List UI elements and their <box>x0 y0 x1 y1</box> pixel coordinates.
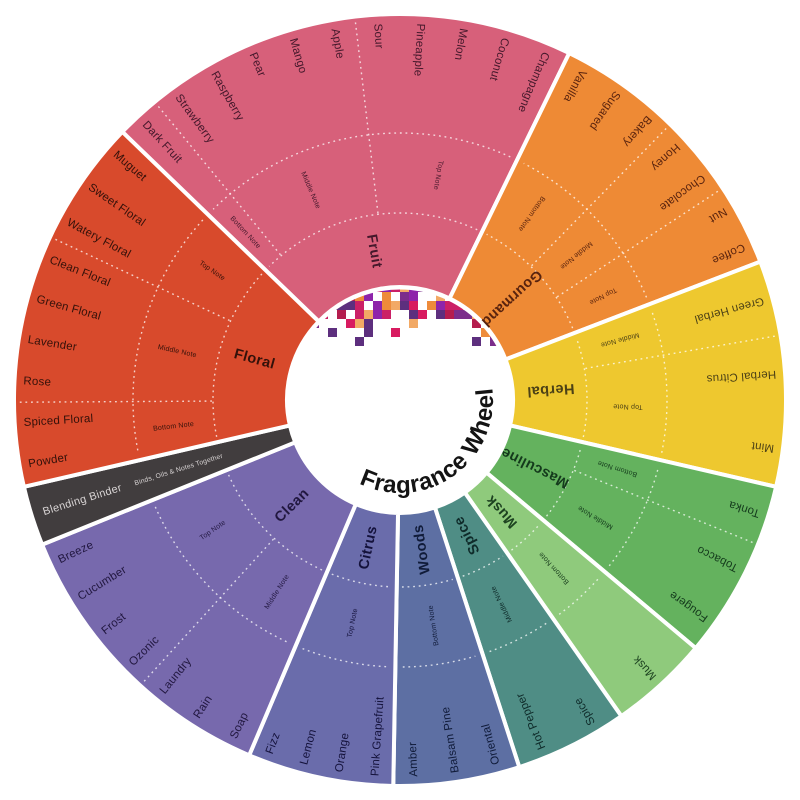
ring-divider <box>401 578 453 588</box>
category-label-herbal: Herbal <box>526 380 575 399</box>
mosaic-pixel <box>409 319 418 328</box>
note-group-divider <box>556 190 719 298</box>
mosaic-pixel <box>445 310 454 319</box>
ring-divider <box>523 162 648 298</box>
category-label-woods: Woods <box>411 523 434 575</box>
mosaic-pixel <box>355 301 364 310</box>
mosaic-pixel <box>355 310 364 319</box>
mosaic-pixel <box>337 310 346 319</box>
note-group-divider <box>19 400 213 403</box>
mosaic-pixel <box>400 289 409 292</box>
mosaic-pixel <box>391 328 400 337</box>
mosaic-pixel <box>454 310 463 319</box>
ring-divider <box>511 523 541 551</box>
note-group-divider <box>157 105 282 256</box>
mosaic-pixel <box>481 328 490 337</box>
mosaic-pixel <box>382 289 391 292</box>
center-circle <box>286 286 514 514</box>
mosaic-pixel <box>382 310 391 319</box>
item-amber: Amber <box>407 742 420 777</box>
note-group-divider <box>143 538 275 683</box>
ring-divider <box>302 647 388 668</box>
mosaic-pixel <box>463 310 472 319</box>
note-group-divider <box>574 469 754 544</box>
item-rose: Rose <box>23 375 51 388</box>
item-herbal-citrus: Herbal Citrus <box>706 368 776 385</box>
mosaic-pixel <box>346 319 355 328</box>
ring-divider <box>462 555 504 577</box>
mosaic-pixel <box>355 319 364 328</box>
note-group-divider <box>354 21 379 214</box>
mosaic-pixel <box>400 292 409 301</box>
mosaic-pixel <box>400 301 409 310</box>
note-label-bottom: Bottom Note <box>153 421 195 433</box>
mosaic-pixel <box>355 337 364 346</box>
mosaic-pixel <box>418 310 427 319</box>
mosaic-pixel <box>373 310 382 319</box>
mosaic-pixel <box>472 319 481 328</box>
note-group-divider <box>531 127 668 267</box>
item-mint: Mint <box>750 439 774 454</box>
mosaic-pixel <box>409 292 418 301</box>
ring-divider <box>575 337 588 438</box>
item-melon: Melon <box>452 27 469 61</box>
mosaic-pixel <box>409 289 418 292</box>
ring-divider <box>227 474 323 571</box>
ring-divider <box>154 506 290 644</box>
item-sour: Sour <box>371 23 384 49</box>
mosaic-pixel <box>382 301 391 310</box>
mosaic-pixel <box>364 310 373 319</box>
mosaic-pixel <box>427 301 436 310</box>
item-pineapple: Pineapple <box>411 23 426 77</box>
note-label-top: Top Note <box>613 402 643 410</box>
ring-divider <box>489 622 548 653</box>
ring-divider <box>546 446 582 517</box>
item-apple: Apple <box>329 28 346 60</box>
mosaic-pixel <box>391 289 400 292</box>
mosaic-pixel <box>328 328 337 337</box>
mosaic-pixel <box>436 301 445 310</box>
mosaic-pixel <box>445 301 454 310</box>
note-group-divider <box>54 238 230 322</box>
mosaic-pixel <box>472 337 481 346</box>
ring-divider <box>268 212 478 267</box>
mosaic-pixel <box>364 328 373 337</box>
mosaic-pixel <box>409 301 418 310</box>
mosaic-pixel <box>391 301 400 310</box>
mosaic-pixel <box>436 310 445 319</box>
mosaic-pixel <box>382 292 391 301</box>
mosaic-pixel <box>364 292 373 301</box>
ring-divider <box>212 132 511 210</box>
note-group-divider <box>585 335 776 370</box>
mosaic-pixel <box>346 301 355 310</box>
category-label-fruit: Fruit <box>363 233 385 269</box>
note-label-top: Top Note <box>432 160 444 190</box>
mosaic-pixel <box>409 310 418 319</box>
mosaic-pixel <box>373 301 382 310</box>
segment-fruit: Top NoteChampagneCoconutMelonPineappleSo… <box>120 12 572 324</box>
item-spiced-floral: Spiced Floral <box>23 413 93 429</box>
mosaic-pixel <box>364 319 373 328</box>
item-pink-grapefruit: Pink Grapefruit <box>369 696 386 777</box>
